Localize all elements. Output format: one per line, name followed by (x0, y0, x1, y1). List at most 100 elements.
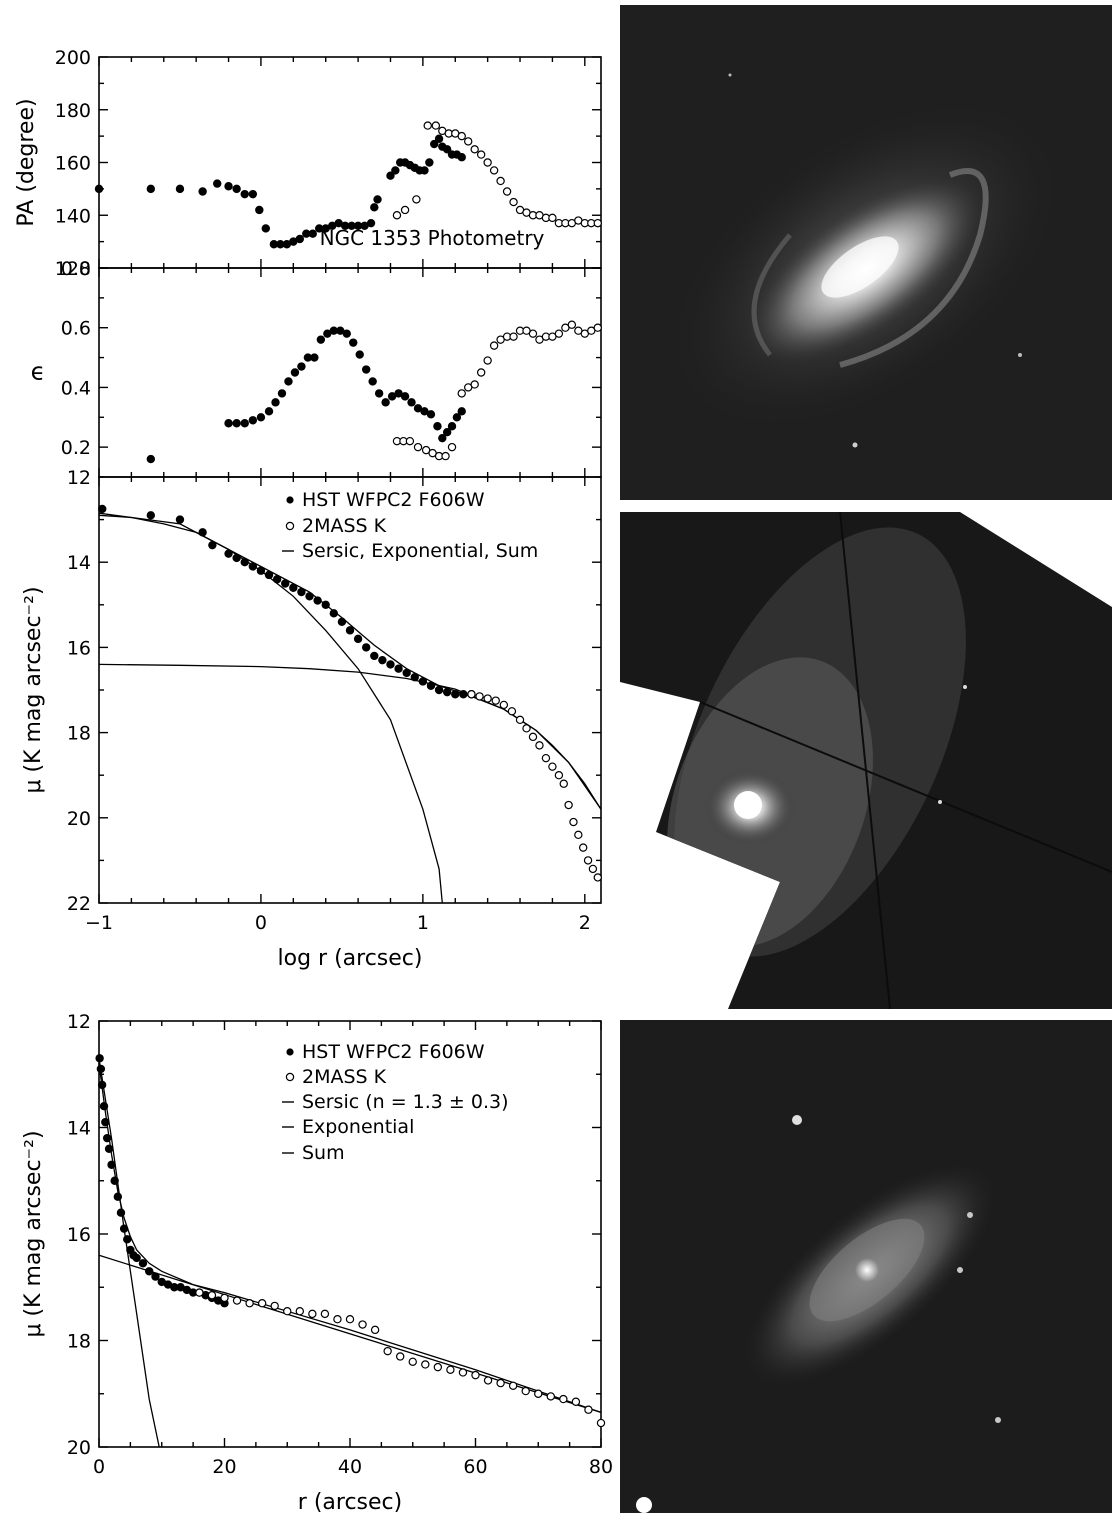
twomass-point-p3 (593, 873, 602, 882)
hst-point-p3 (297, 587, 306, 597)
y-tick-label-p3: 14 (67, 552, 91, 574)
hst-point-p3 (224, 549, 233, 558)
hst-point-p2 (316, 335, 326, 344)
hst-point-p2 (400, 392, 410, 401)
twomass-point-p2 (470, 380, 479, 389)
hst-point-p4 (101, 1117, 110, 1127)
twomass-point-p3 (588, 864, 598, 874)
hst-point-p1 (213, 179, 222, 188)
twomass-point-p2 (554, 329, 564, 338)
hst-point-p2 (452, 413, 462, 422)
hst-point-p2 (447, 422, 457, 431)
hst-point-p4 (107, 1160, 116, 1169)
y-tick-label-p4: 16 (67, 1224, 91, 1246)
y-tick-label-p3: 20 (67, 808, 91, 830)
twomass-point-p2 (447, 442, 457, 452)
twomass-point-p4 (584, 1405, 593, 1414)
hst-point-p1 (240, 189, 249, 199)
twomass-point-p4 (521, 1386, 530, 1396)
hst-point-p2 (284, 377, 293, 386)
twomass-point-p1 (457, 131, 466, 141)
twomass-point-p1 (489, 166, 499, 175)
twomass-point-p3 (574, 830, 583, 840)
hst-point-p3 (313, 596, 322, 605)
hst-point-p3 (378, 655, 387, 665)
twomass-point-p4 (508, 1381, 518, 1390)
hst-point-p3 (305, 592, 314, 601)
hst-point-p3 (451, 690, 460, 699)
hst-point-p4 (119, 1224, 129, 1233)
hst-point-p2 (426, 410, 436, 419)
ticks-panel-4 (98, 1020, 602, 1448)
twomass-point-p4 (534, 1389, 543, 1398)
twomass-point-p3 (499, 700, 509, 710)
twomass-point-p4 (483, 1376, 493, 1385)
hst-point-p2 (264, 407, 274, 416)
hst-point-p4 (104, 1144, 114, 1154)
twomass-point-p4 (345, 1314, 355, 1324)
twomass-point-p4 (220, 1293, 229, 1303)
twomass-point-p3 (535, 741, 544, 750)
hst-point-p4 (123, 1235, 132, 1244)
twomass-point-p3 (483, 694, 492, 703)
exponential-model-line-p4 (98, 1254, 602, 1414)
twomass-point-p1 (412, 195, 421, 204)
sum-model-line-p4 (98, 1063, 602, 1414)
hst-point-p3 (321, 600, 330, 610)
hst-point-p3 (198, 528, 207, 537)
twomass-point-p1 (423, 121, 432, 130)
hst-point-p3 (345, 626, 355, 635)
twomass-point-p4 (232, 1296, 242, 1305)
twomass-point-p2 (457, 389, 466, 398)
y-tick-label-p1: 120 (55, 258, 91, 280)
twomass-point-p3 (491, 696, 500, 705)
hst-point-p3 (232, 553, 241, 563)
hst-point-p2 (368, 377, 377, 386)
hst-point-p2 (349, 338, 358, 347)
y-tick-label-p2: 0.8 (61, 258, 91, 280)
hst-point-p4 (99, 1101, 109, 1111)
linear-profile-x-axis-label: r (arcsec) (298, 1490, 402, 1513)
x-tick-label-p3: 1 (417, 912, 429, 934)
hst-point-p2 (310, 353, 319, 362)
twomass-point-p4 (396, 1352, 405, 1361)
twomass-point-p2 (528, 329, 538, 338)
pa-axis-label: PA (degree) (14, 98, 39, 226)
ticks-panel-3 (98, 477, 601, 904)
y-tick-label-p2: 0.6 (61, 318, 91, 340)
hst-point-p2 (407, 398, 416, 407)
hst-point-p3 (264, 570, 274, 580)
hst-point-p3 (402, 668, 411, 678)
hst-point-p2 (271, 398, 280, 407)
ticks-panel-1 (98, 56, 601, 269)
hst-point-p3 (353, 634, 363, 644)
x-tick-label-p4: 0 (93, 1456, 105, 1478)
hst-point-p2 (342, 329, 351, 338)
hst-point-p1 (366, 218, 376, 228)
panel-annotation: NGC 1353 Photometry (320, 226, 545, 250)
hst-point-p2 (277, 389, 287, 398)
hst-point-p1 (430, 139, 439, 149)
legend-marker-hst-p4 (286, 1048, 294, 1056)
twomass-point-p4 (207, 1291, 217, 1300)
x-tick-label-p4: 20 (212, 1456, 236, 1478)
sum-model-line-p3 (98, 512, 602, 810)
twomass-point-p4 (245, 1299, 254, 1308)
twomass-point-p3 (528, 732, 538, 742)
twomass-point-p4 (496, 1378, 505, 1388)
sersic-model-line-p4 (98, 1058, 160, 1448)
x-tick-label-p4: 80 (589, 1456, 613, 1478)
hst-point-p1 (224, 182, 233, 191)
log-profile-x-axis-label: log r (arcsec) (278, 946, 423, 971)
hst-point-p3 (248, 562, 258, 571)
y-tick-label-p1: 160 (55, 153, 91, 175)
twomass-point-p3 (554, 771, 564, 780)
hst-point-p1 (442, 145, 452, 154)
twomass-point-p1 (476, 150, 486, 159)
twomass-point-p2 (483, 356, 492, 365)
y-tick-label-p4: 14 (67, 1118, 91, 1140)
hst-point-p1 (420, 166, 429, 175)
twomass-point-p4 (421, 1360, 430, 1369)
hst-point-p3 (442, 687, 452, 697)
